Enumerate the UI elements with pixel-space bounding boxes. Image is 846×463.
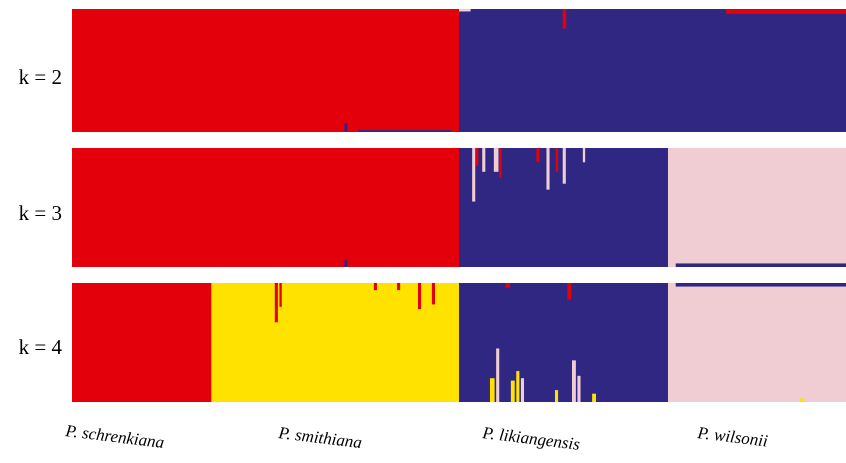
structure-panels [72, 9, 846, 402]
k2-segment-wilsonii-3 [667, 9, 846, 132]
k3-admixture-bar-15 [675, 263, 846, 267]
k4-segment-smithiana-1 [211, 283, 460, 402]
k4-admixture-bar-34 [675, 283, 846, 287]
k4-admixture-bar-28 [516, 371, 520, 402]
k4-admixture-bar-27 [510, 380, 515, 402]
panel-label-k4: k = 4 [19, 335, 63, 359]
k3-admixture-bar-12 [555, 148, 559, 172]
population-label-likiangensis: P. likiangensis [481, 423, 582, 454]
k4-admixture-bar-19 [373, 283, 377, 291]
k3-admixture-bar-10 [536, 148, 540, 163]
k4-admixture-bar-30 [554, 390, 559, 402]
k4-admixture-bar-23 [505, 283, 511, 288]
k4-admixture-bar-33 [592, 393, 596, 402]
k4-admixture-bar-22 [431, 283, 436, 305]
k4-admixture-bar-21 [417, 283, 422, 310]
k4-segment-wilsonii-3 [667, 283, 846, 402]
population-label-schrenkiana: P. schrenkiana [64, 421, 166, 452]
k2-admixture-bar-1 [726, 9, 846, 14]
k4-admixture-bar-17 [274, 283, 278, 323]
k4-admixture-bar-31 [572, 360, 576, 402]
k4-admixture-bar-18 [279, 283, 282, 307]
k2-admixture-bar-4 [459, 9, 471, 12]
k4-segment-schrenkiana-0 [72, 283, 212, 402]
population-label-smithiana: P. smithiana [277, 423, 363, 452]
k3-admixture-bar-5 [472, 148, 476, 202]
k3-segment-smithiana-1 [327, 148, 460, 267]
population-label-wilsonii: P. wilsonii [696, 423, 770, 451]
k2-admixture-bar-3 [358, 130, 452, 132]
k3-segment-wilsonii-3 [667, 148, 846, 267]
k3-segment-schrenkiana-0 [72, 148, 329, 267]
k2-segment-smithiana-1 [327, 9, 460, 132]
k4-admixture-bar-20 [397, 283, 401, 291]
k2-segment-schrenkiana-0 [72, 9, 329, 132]
panel-label-k3: k = 3 [19, 201, 62, 225]
k4-admixture-bar-29 [520, 378, 525, 402]
k3-admixture-bar-14 [582, 148, 586, 163]
k3-admixture-bar-7 [482, 148, 486, 172]
k4-admixture-bar-26 [496, 348, 500, 402]
k3-admixture-bar-13 [562, 148, 566, 184]
k3-admixture-bar-6 [476, 148, 479, 166]
k4-admixture-bar-35 [799, 398, 805, 402]
k3-admixture-bar-9 [499, 148, 502, 178]
k2-admixture-bar-2 [344, 123, 348, 132]
k4-admixture-bar-32 [577, 375, 581, 402]
k2-segment-likiangensis-2 [459, 9, 669, 132]
panel-label-k2: k = 2 [19, 65, 62, 89]
k3-admixture-bar-8 [493, 148, 499, 172]
k4-admixture-bar-24 [567, 283, 572, 300]
k4-admixture-bar-25 [489, 378, 495, 402]
k3-admixture-bar-16 [344, 259, 348, 267]
k3-admixture-bar-11 [546, 148, 550, 190]
k2-admixture-bar-0 [562, 9, 567, 29]
